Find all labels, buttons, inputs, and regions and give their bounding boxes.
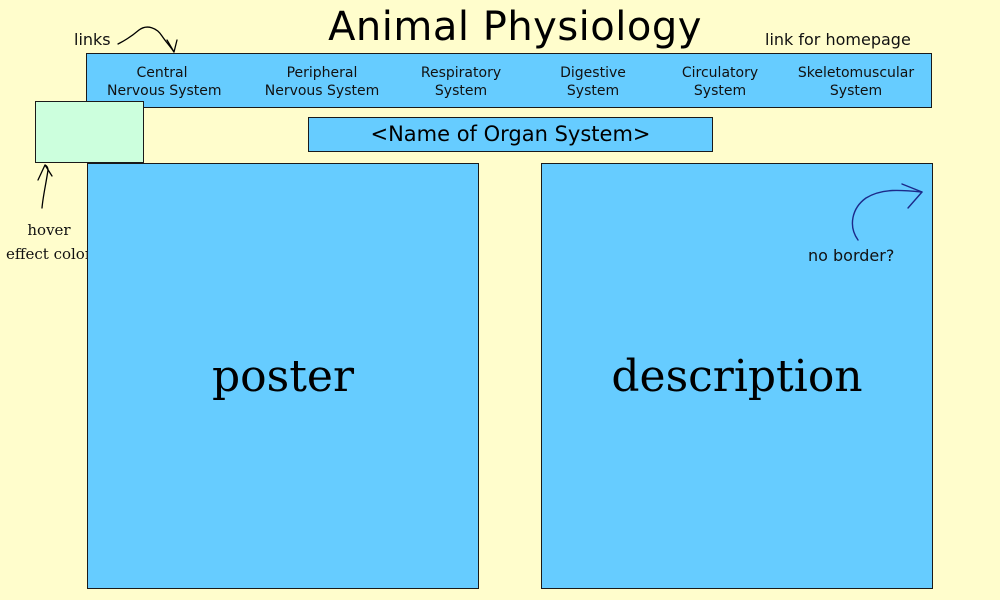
nav-link-line1: Central (136, 65, 188, 81)
nav-link-line2: System (829, 83, 883, 99)
nav-link-respiratory-system[interactable]: Respiratory System (413, 64, 509, 100)
nav-link-line2: System (434, 83, 488, 99)
site-title-homepage-link[interactable]: Animal Physiology (328, 4, 702, 50)
nav-link-line1: Circulatory (681, 65, 759, 81)
nav-link-circulatory-system[interactable]: Circulatory System (675, 64, 765, 100)
annotation-hover-line1: hover (27, 221, 71, 239)
nav-link-peripheral-nervous-system[interactable]: Peripheral Nervous System (263, 64, 381, 100)
nav-link-line2: Nervous System (107, 83, 222, 99)
description-label: description (611, 350, 863, 402)
nav-link-central-nervous-system[interactable]: Central Nervous System (107, 64, 222, 100)
description-panel: description (541, 163, 933, 589)
annotation-homepage-link: link for homepage (765, 30, 911, 49)
annotation-no-border: no border? (808, 246, 895, 265)
annotation-links: links (74, 30, 111, 49)
nav-link-line2: Nervous System (264, 83, 380, 99)
nav-link-line2: System (566, 83, 620, 99)
organ-system-title: <Name of Organ System> (308, 117, 713, 152)
nav-link-skeletomuscular-system[interactable]: Skeletomuscular System (793, 64, 919, 100)
nav-link-line1: Peripheral (286, 65, 358, 81)
nav-link-line1: Skeletomuscular (797, 65, 915, 81)
nav-link-line1: Respiratory (420, 65, 502, 81)
nav-link-digestive-system[interactable]: Digestive System (551, 64, 635, 100)
nav-bar: Central Nervous System Peripheral Nervou… (86, 53, 932, 108)
curved-arrow-icon (117, 26, 178, 53)
annotation-hover-effect: hover effect color (2, 218, 96, 266)
hover-color-swatch (35, 101, 144, 163)
nav-link-line1: Digestive (560, 65, 626, 81)
poster-panel: poster (87, 163, 479, 589)
nav-link-line2: System (693, 83, 747, 99)
annotation-hover-line2: effect color (5, 245, 93, 263)
poster-label: poster (212, 350, 354, 402)
curved-arrow-icon (37, 164, 53, 209)
